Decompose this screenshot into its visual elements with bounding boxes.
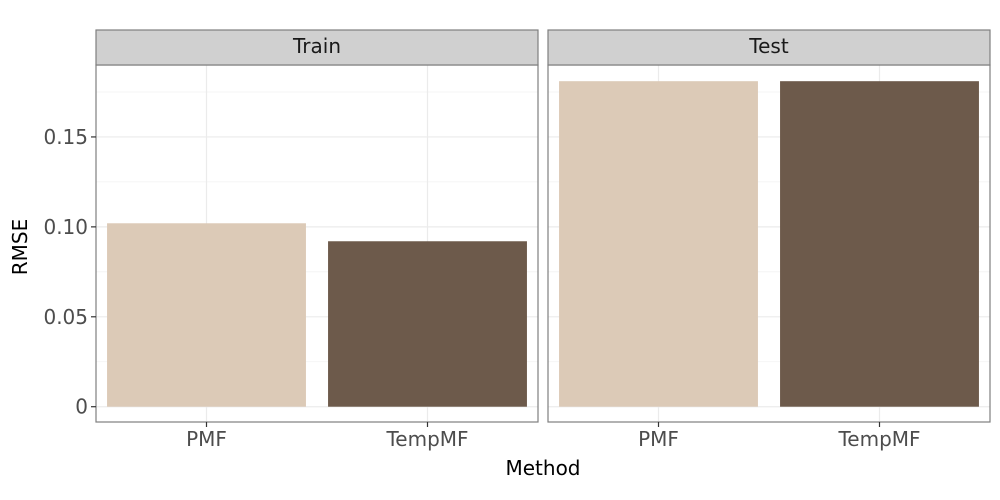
facet-strip	[95, 29, 539, 66]
x-tick-label: TempMF	[385, 427, 468, 451]
y-tick-label: 0.15	[43, 125, 88, 149]
bar-test-tempmf	[780, 81, 979, 407]
facet-label: Train	[292, 34, 341, 58]
panel-test: Test PMF TempMF	[547, 29, 991, 451]
x-tick-label: TempMF	[837, 427, 920, 451]
x-axis-title: Method	[505, 456, 580, 480]
bar-train-pmf	[107, 223, 306, 407]
y-tick-label: 0	[75, 395, 88, 419]
bar-train-tempmf	[328, 241, 527, 407]
panel-train: Train PMF TempMF	[95, 29, 539, 451]
facet-label: Test	[748, 34, 789, 58]
y-axis-title: RMSE	[8, 219, 32, 275]
y-tick-label: 0.05	[43, 305, 88, 329]
x-tick-label: PMF	[638, 427, 679, 451]
y-tick-label: 0.10	[43, 215, 88, 239]
facet-strip	[547, 29, 991, 66]
bar-test-pmf	[559, 81, 758, 407]
x-tick-label: PMF	[186, 427, 227, 451]
